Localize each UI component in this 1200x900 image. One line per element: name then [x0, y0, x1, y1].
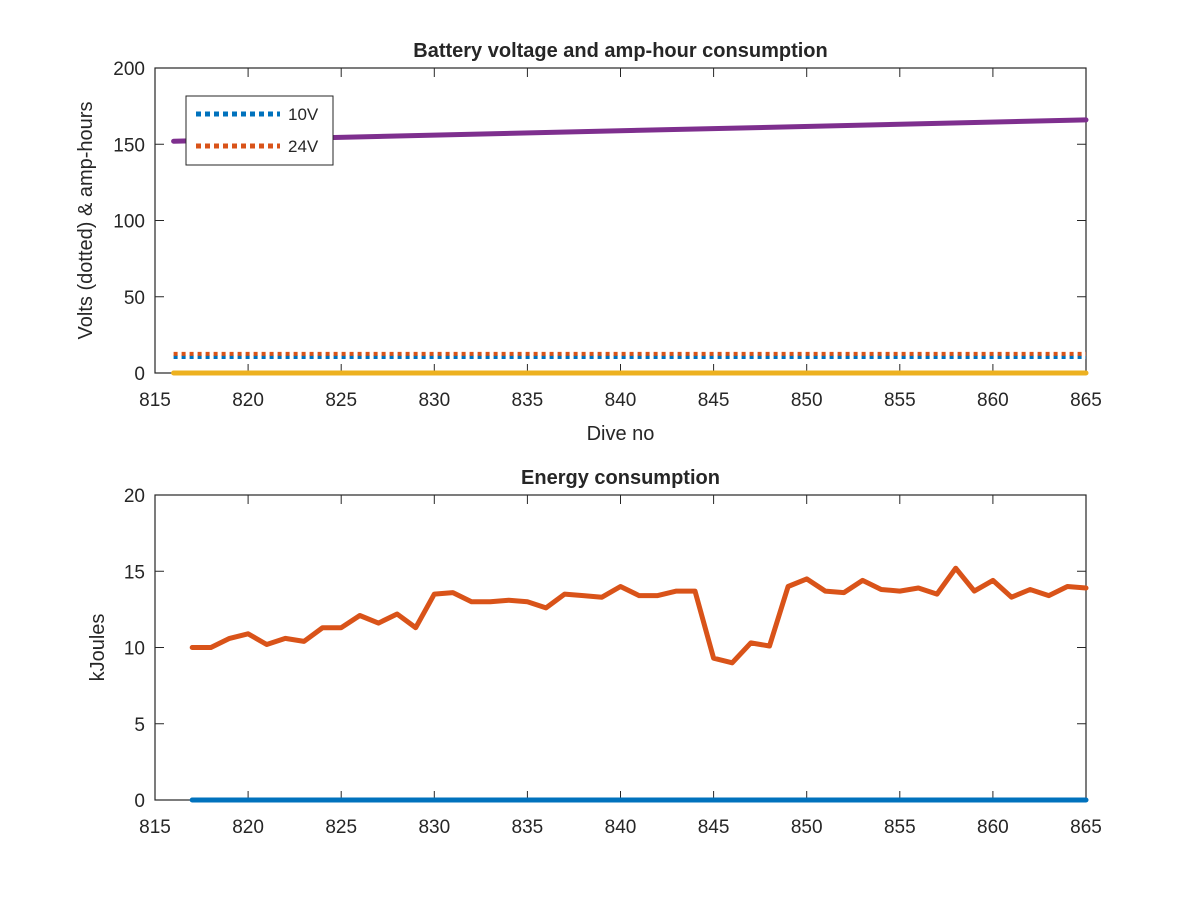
x-tick-label: 825	[325, 390, 357, 411]
x-tick-label: 865	[1070, 817, 1102, 838]
bottom-subplot: Energy consumption 815 820 825 830 835 840 845…	[87, 467, 1102, 838]
x-tick-label: 850	[791, 390, 823, 411]
x-tick-label: 865	[1070, 390, 1102, 411]
bottom-axes-frame	[154, 494, 1087, 801]
legend-label-10v: 10V	[288, 105, 319, 124]
x-tick-label: 845	[698, 817, 730, 838]
bottom-y-axis-label: kJoules	[87, 614, 109, 682]
top-subplot: Battery voltage and amp-hour consumption…	[75, 40, 1102, 445]
x-tick-label: 845	[698, 390, 730, 411]
x-tick-label: 820	[232, 390, 264, 411]
y-tick-label: 50	[124, 288, 145, 309]
top-legend: 10V 24V	[185, 95, 334, 166]
x-tick-label: 860	[977, 390, 1009, 411]
x-tick-label: 815	[139, 817, 171, 838]
series-line-bottom-1	[189, 565, 1089, 666]
y-tick-label: 15	[124, 562, 145, 583]
y-tick-label: 100	[113, 212, 145, 233]
y-tick-label: 20	[124, 486, 145, 507]
bottom-x-ticks: 815 820 825 830 835 840 845 850 855 860 865	[139, 495, 1102, 838]
x-tick-label: 850	[791, 817, 823, 838]
y-tick-label: 200	[113, 59, 145, 80]
x-tick-label: 815	[139, 390, 171, 411]
top-x-axis-label: Dive no	[587, 423, 655, 445]
x-tick-label: 835	[512, 390, 544, 411]
y-tick-label: 10	[124, 639, 145, 660]
y-tick-label: 5	[134, 715, 145, 736]
x-tick-label: 830	[418, 817, 450, 838]
top-y-axis-label: Volts (dotted) & amp-hours	[75, 102, 97, 340]
legend-box	[185, 95, 334, 166]
legend-label-24v: 24V	[288, 137, 319, 156]
x-tick-label: 835	[512, 817, 544, 838]
x-tick-label: 855	[884, 390, 916, 411]
x-tick-label: 855	[884, 817, 916, 838]
y-tick-label: 0	[134, 791, 145, 812]
top-chart-title: Battery voltage and amp-hour consumption	[413, 40, 827, 62]
x-tick-label: 820	[232, 817, 264, 838]
x-tick-label: 825	[325, 817, 357, 838]
y-tick-label: 0	[134, 364, 145, 385]
bottom-y-ticks: 0 5 10 15 20	[124, 486, 1086, 812]
top-y-ticks: 0 50 100 150 200	[113, 59, 1086, 385]
bottom-series-group	[189, 565, 1089, 803]
x-tick-label: 830	[418, 390, 450, 411]
bottom-chart-title: Energy consumption	[521, 467, 720, 489]
y-tick-label: 150	[113, 135, 145, 156]
x-tick-label: 860	[977, 817, 1009, 838]
x-tick-label: 840	[605, 817, 637, 838]
x-tick-label: 840	[605, 390, 637, 411]
